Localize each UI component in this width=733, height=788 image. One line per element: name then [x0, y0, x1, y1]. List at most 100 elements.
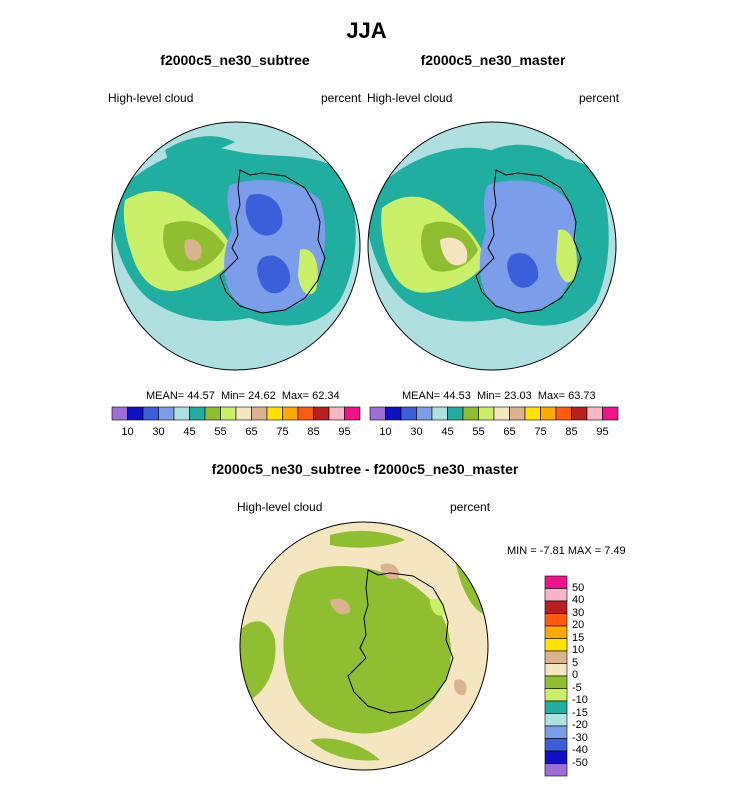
panel2-colorbar-tick-label: 10: [379, 426, 392, 438]
map1-teal-north: [165, 136, 235, 168]
diff-colorbar-swatch: [544, 763, 568, 777]
diff-colorbar: [544, 575, 568, 777]
panel2-units-label: percent: [579, 91, 620, 105]
panel2-colorbar-tick-label: 65: [503, 426, 516, 438]
panel1-colorbar-swatch: [235, 406, 252, 421]
panel2-colorbar-swatch: [602, 406, 619, 421]
panel1-colorbar-tick-label: 75: [276, 426, 289, 438]
panel2-colorbar-swatch: [540, 406, 557, 421]
panel2-max-value: 63.73: [568, 390, 596, 402]
map3-tan-patch-1: [330, 598, 351, 615]
diff-colorbar-tick-label: -10: [572, 694, 588, 706]
panel1-colorbar-swatch: [251, 406, 268, 421]
map2-green-strip: [556, 229, 577, 283]
panel2-max-label: Max=: [537, 390, 566, 402]
panel2-mean-value: 44.53: [443, 390, 471, 402]
panel2-colorbar-swatch: [555, 406, 572, 421]
diff-colorbar-tick-label: 30: [572, 606, 585, 619]
diff-colorbar-tick-label: 15: [572, 631, 585, 644]
diff-colorbar-swatch: [544, 575, 568, 589]
panel1-colorbar-swatch: [204, 406, 221, 421]
panel1-max-value: 62.34: [312, 390, 340, 402]
panel1-min-value: 24.62: [248, 390, 276, 402]
panel3-max-label: MAX =: [567, 545, 602, 557]
panel2-colorbar-swatch: [447, 406, 464, 421]
panel2-colorbar-swatch: [431, 406, 448, 421]
map3-green-west: [240, 621, 276, 700]
panel1-colorbar-tick-label: 10: [121, 426, 134, 438]
panel2-colorbar-swatch: [493, 406, 510, 421]
diff-colorbar-tick-label: -40: [572, 744, 588, 756]
map3-tan-patch-2: [380, 563, 399, 580]
diff-colorbar-swatch: [544, 663, 568, 677]
panel1-colorbar: [111, 406, 361, 421]
diff-colorbar-swatch: [544, 700, 568, 714]
diff-colorbar-tick-label: -5: [572, 681, 582, 694]
diff-colorbar-tick-label: -30: [572, 731, 588, 744]
panel3-min-value: -7.81: [539, 545, 565, 557]
panel1-colorbar-swatch: [173, 406, 190, 421]
diff-colorbar-tick-label: 20: [572, 619, 585, 631]
map1-green-strip: [298, 249, 318, 295]
map2-dark-blue: [507, 252, 539, 288]
map3-green-north: [330, 530, 405, 548]
map2-cream-core: [440, 237, 468, 266]
panel1-colorbar-tick-label: 65: [245, 426, 258, 438]
panel2-colorbar-tick-label: 55: [472, 426, 485, 438]
diff-colorbar-tick-label: 50: [572, 581, 585, 594]
panel1-colorbar-swatch: [158, 406, 175, 421]
panel2-colorbar-swatch: [369, 406, 386, 421]
panel2-colorbar-swatch: [586, 406, 603, 421]
panel1-colorbar-tick-label: 45: [183, 426, 196, 438]
panel1-colorbar-swatch: [111, 406, 128, 421]
panel2-colorbar-swatch: [524, 406, 541, 421]
panel1-mean-label: MEAN=: [146, 390, 185, 402]
map3-coastline: [347, 569, 454, 714]
panel1-colorbar-swatch: [328, 406, 345, 421]
panel2-colorbar-tick-label: 95: [596, 426, 609, 438]
map3-green-south: [310, 738, 380, 761]
panel2-mean-label: MEAN=: [402, 390, 441, 402]
panel2-colorbar-swatch: [416, 406, 433, 421]
diff-colorbar-tick-label: -50: [572, 756, 588, 769]
panel2-colorbar-tick-label: 85: [565, 426, 578, 438]
panel3-min-label: MIN =: [507, 545, 537, 557]
diff-colorbar-swatch: [544, 638, 568, 652]
panel1-colorbar-swatch: [266, 406, 283, 421]
diff-colorbar-swatch: [544, 600, 568, 614]
diff-colorbar-tick-label: 5: [572, 656, 579, 669]
panel1-colorbar-swatch: [297, 406, 314, 421]
panel1-max-label: Max=: [281, 390, 310, 402]
map2-field: [368, 122, 616, 370]
panel3-variable-label: High-level cloud: [237, 500, 323, 514]
panel3-title: f2000c5_ne30_subtree - f2000c5_ne30_mast…: [211, 461, 519, 477]
map2-blue-region: [479, 180, 577, 312]
panel1-colorbar-swatch: [189, 406, 206, 421]
panel1-colorbar-swatch: [344, 406, 361, 421]
diff-colorbar-tick-label: 10: [572, 644, 585, 656]
panel1-colorbar-swatch: [142, 406, 159, 421]
diff-colorbar-swatch: [544, 688, 568, 702]
panel1-colorbar-swatch: [127, 406, 144, 421]
diff-colorbar-tick-label: 0: [572, 669, 579, 681]
panel1-mean-value: 44.57: [187, 390, 215, 402]
map2-border: [367, 121, 617, 371]
map1-tan-core: [184, 239, 202, 261]
diff-colorbar-swatch: [544, 613, 568, 627]
diff-colorbar-swatch: [544, 650, 568, 664]
map3-field: [240, 522, 488, 770]
diff-colorbar-tick-label: -20: [572, 719, 588, 731]
panel1-colorbar-swatch: [313, 406, 330, 421]
panel1-colorbar-tick-label: 30: [152, 426, 165, 438]
panel2-colorbar: [369, 406, 619, 421]
diff-colorbar-tick-label: 40: [572, 594, 585, 606]
panel2-colorbar-tick-label: 45: [441, 426, 454, 438]
diff-colorbar-swatch: [544, 675, 568, 689]
map2-coastline: [475, 169, 582, 314]
main-title: JJA: [346, 18, 387, 43]
panel1-colorbar-swatch: [282, 406, 299, 421]
map1-dark-blue-1: [245, 194, 283, 236]
map2-teal-north: [492, 144, 565, 170]
map1-field: [112, 122, 360, 370]
